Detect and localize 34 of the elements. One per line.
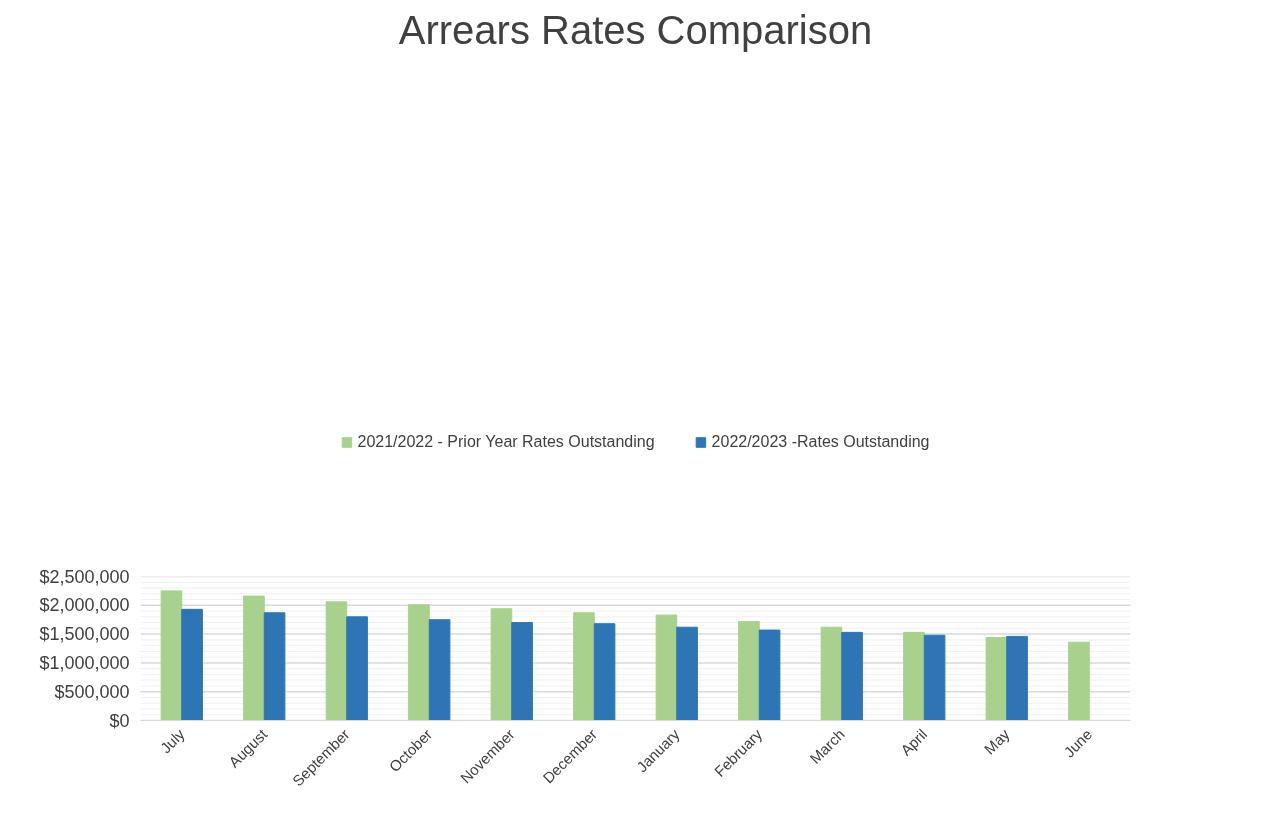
bar	[181, 608, 203, 721]
bar	[820, 626, 843, 721]
y-tick-label: $500,000	[54, 681, 130, 702]
bar	[903, 631, 925, 721]
bar	[593, 623, 616, 721]
bar	[346, 616, 368, 721]
bar	[676, 626, 698, 721]
bar	[841, 631, 863, 721]
bar	[1006, 635, 1028, 721]
legend-label: 2022/2023 -Rates Outstanding	[711, 432, 930, 451]
chart-title: Arrears Rates Comparison	[398, 7, 873, 52]
legend-label: 2021/2022 - Prior Year Rates Outstanding	[357, 432, 655, 451]
bar	[573, 612, 595, 721]
bar	[490, 608, 513, 721]
y-tick-label: $1,000,000	[39, 652, 130, 673]
bar	[1068, 641, 1090, 721]
y-tick-label: $2,500,000	[39, 566, 130, 587]
bar	[428, 619, 451, 721]
bar	[243, 595, 265, 721]
x-tick-label: May	[980, 725, 1014, 758]
bar	[408, 604, 430, 721]
bar	[738, 620, 760, 721]
y-tick-label: $0	[109, 710, 130, 731]
bar	[160, 590, 183, 721]
bar	[655, 614, 678, 721]
bar	[985, 637, 1008, 721]
bar	[263, 612, 286, 721]
bar	[923, 634, 946, 721]
y-tick-label: $1,500,000	[39, 624, 130, 645]
y-tick-label: $2,000,000	[39, 595, 130, 616]
bar	[758, 629, 781, 721]
bar	[325, 601, 348, 721]
bar	[511, 622, 533, 721]
x-tick-label: July	[156, 725, 189, 757]
